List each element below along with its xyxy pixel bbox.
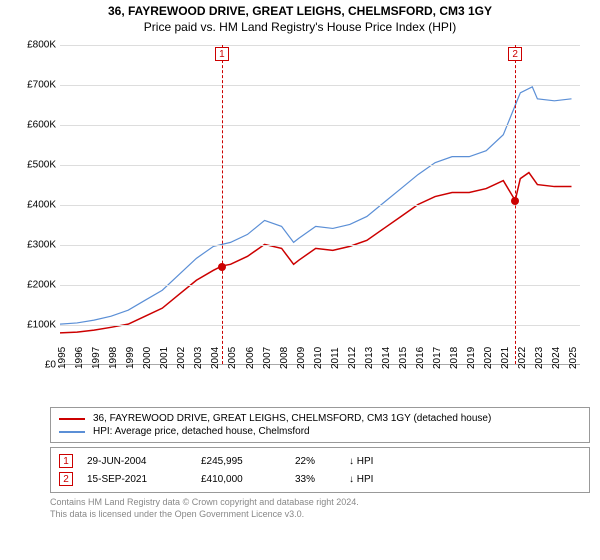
sale-price: £410,000 xyxy=(201,474,281,485)
y-axis-tick: £0 xyxy=(10,360,56,371)
y-axis-tick: £300K xyxy=(10,240,56,251)
legend-swatch xyxy=(59,418,85,420)
legend-box: 36, FAYREWOOD DRIVE, GREAT LEIGHS, CHELM… xyxy=(50,407,590,443)
sale-index-marker: 2 xyxy=(59,472,73,486)
y-axis-tick: £800K xyxy=(10,40,56,51)
sale-marker-box: 1 xyxy=(215,47,229,61)
chart-container: £0 £100K £200K £300K £400K £500K £600K £700K £80… xyxy=(10,40,590,405)
legend-item: HPI: Average price, detached house, Chel… xyxy=(59,425,581,438)
chart-subtitle: Price paid vs. HM Land Registry's House … xyxy=(10,20,590,34)
sale-vline xyxy=(222,45,223,364)
sale-dot xyxy=(511,197,519,205)
y-axis-tick: £400K xyxy=(10,200,56,211)
sale-row: 2 15-SEP-2021 £410,000 33% ↓ HPI xyxy=(59,470,581,488)
y-axis-tick: £100K xyxy=(10,320,56,331)
y-axis-tick: £500K xyxy=(10,160,56,171)
sale-marker-box: 2 xyxy=(508,47,522,61)
y-axis-tick: £600K xyxy=(10,120,56,131)
sale-row: 1 29-JUN-2004 £245,995 22% ↓ HPI xyxy=(59,452,581,470)
chart-title: 36, FAYREWOOD DRIVE, GREAT LEIGHS, CHELM… xyxy=(10,4,590,18)
sale-dot xyxy=(218,263,226,271)
licence-text: Contains HM Land Registry data © Crown c… xyxy=(50,497,590,520)
sales-table: 1 29-JUN-2004 £245,995 22% ↓ HPI 2 15-SEP-2021… xyxy=(50,447,590,493)
sale-pct: 33% xyxy=(295,474,335,485)
sale-date: 29-JUN-2004 xyxy=(87,456,187,467)
sale-index-marker: 1 xyxy=(59,454,73,468)
sale-note: ↓ HPI xyxy=(349,474,373,485)
licence-line-2: This data is licensed under the Open Gov… xyxy=(50,509,590,521)
sale-date: 15-SEP-2021 xyxy=(87,474,187,485)
legend-label: HPI: Average price, detached house, Chel… xyxy=(93,426,310,437)
sale-note: ↓ HPI xyxy=(349,456,373,467)
y-axis-tick: £700K xyxy=(10,80,56,91)
series-line-price_paid xyxy=(60,173,572,333)
sale-price: £245,995 xyxy=(201,456,281,467)
legend-label: 36, FAYREWOOD DRIVE, GREAT LEIGHS, CHELM… xyxy=(93,413,491,424)
licence-line-1: Contains HM Land Registry data © Crown c… xyxy=(50,497,590,509)
x-axis-tick: 2025 xyxy=(568,347,600,369)
sale-pct: 22% xyxy=(295,456,335,467)
legend-item: 36, FAYREWOOD DRIVE, GREAT LEIGHS, CHELM… xyxy=(59,412,581,425)
y-axis-tick: £200K xyxy=(10,280,56,291)
legend-swatch xyxy=(59,431,85,433)
plot-area: 12 xyxy=(60,45,580,365)
